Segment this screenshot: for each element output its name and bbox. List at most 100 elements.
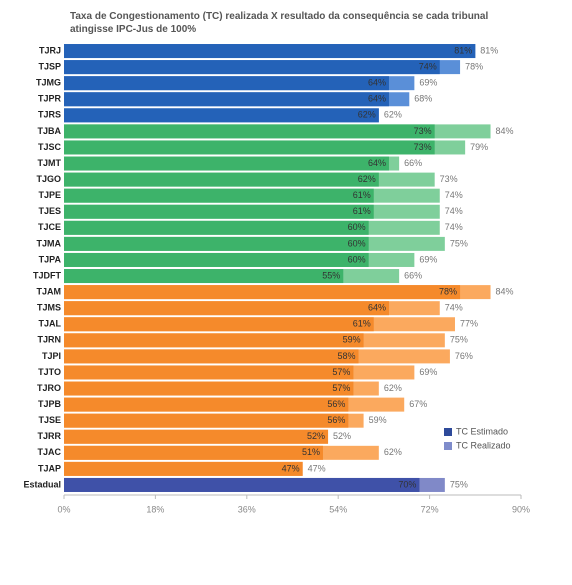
value-label-realizado: 69% xyxy=(419,78,437,88)
bar-estimado xyxy=(64,236,369,251)
bar-estimado xyxy=(64,140,435,155)
value-label-estimado: 58% xyxy=(337,351,355,361)
bar-estimado xyxy=(64,172,379,187)
value-label-estimado: 81% xyxy=(454,45,472,55)
value-label-realizado: 74% xyxy=(445,222,463,232)
y-tick-label: TJPB xyxy=(38,399,62,409)
bar-estimado xyxy=(64,156,389,171)
value-label-estimado: 70% xyxy=(398,479,416,489)
value-label-estimado: 52% xyxy=(307,431,325,441)
y-tick-label: TJRR xyxy=(37,431,61,441)
bar-estimado xyxy=(64,60,440,75)
bar-estimado xyxy=(64,252,369,267)
value-label-estimado: 57% xyxy=(332,383,350,393)
y-tick-label: TJMA xyxy=(37,238,62,248)
bar-estimado xyxy=(64,301,389,316)
value-label-estimado: 74% xyxy=(419,61,437,71)
bar-estimado xyxy=(64,188,374,203)
value-label-realizado: 75% xyxy=(450,479,468,489)
bar-estimado xyxy=(64,108,379,123)
legend-label: TC Realizado xyxy=(456,440,511,450)
y-tick-label: TJRS xyxy=(38,110,61,120)
bar-estimado xyxy=(64,220,369,235)
y-tick-label: TJMG xyxy=(36,78,61,88)
value-label-estimado: 73% xyxy=(414,126,432,136)
value-label-estimado: 55% xyxy=(322,270,340,280)
y-tick-label: TJPR xyxy=(38,94,62,104)
y-tick-label: TJBA xyxy=(37,126,61,136)
bar-estimado xyxy=(64,445,323,460)
y-tick-label: TJES xyxy=(38,206,61,216)
y-tick-label: TJTO xyxy=(38,367,61,377)
value-label-estimado: 62% xyxy=(358,110,376,120)
bar-estimado xyxy=(64,333,364,348)
value-label-estimado: 62% xyxy=(358,174,376,184)
y-tick-label: TJCE xyxy=(38,222,61,232)
value-label-estimado: 56% xyxy=(327,399,345,409)
bar-estimado xyxy=(64,204,374,219)
value-label-estimado: 64% xyxy=(368,158,386,168)
y-tick-label: TJPE xyxy=(38,190,61,200)
y-tick-label: TJRJ xyxy=(39,45,61,55)
x-tick-label: 18% xyxy=(146,504,164,514)
value-label-realizado: 81% xyxy=(480,45,498,55)
bar-estimado xyxy=(64,429,329,444)
value-label-estimado: 60% xyxy=(348,254,366,264)
bar-estimado xyxy=(64,381,354,396)
value-label-realizado: 68% xyxy=(414,94,432,104)
value-label-estimado: 64% xyxy=(368,78,386,88)
value-label-realizado: 75% xyxy=(450,238,468,248)
value-label-estimado: 56% xyxy=(327,415,345,425)
value-label-estimado: 73% xyxy=(414,142,432,152)
bar-estimado xyxy=(64,461,303,476)
y-tick-label: TJMT xyxy=(38,158,62,168)
x-tick-label: 72% xyxy=(421,504,439,514)
x-tick-label: 0% xyxy=(57,504,70,514)
value-label-estimado: 60% xyxy=(348,238,366,248)
value-label-realizado: 62% xyxy=(384,383,402,393)
y-tick-label: TJRO xyxy=(37,383,61,393)
value-label-realizado: 77% xyxy=(460,319,478,329)
y-tick-label: TJGO xyxy=(36,174,61,184)
chart-title: Taxa de Congestionamento (TC) realizada … xyxy=(70,11,489,35)
y-tick-label: TJSE xyxy=(38,415,61,425)
value-label-realizado: 62% xyxy=(384,110,402,120)
value-label-realizado: 52% xyxy=(333,431,351,441)
value-label-estimado: 51% xyxy=(302,447,320,457)
y-tick-label: TJAC xyxy=(37,447,61,457)
value-label-estimado: 57% xyxy=(332,367,350,377)
x-tick-label: 54% xyxy=(329,504,347,514)
bar-estimado xyxy=(64,44,476,59)
value-label-realizado: 73% xyxy=(440,174,458,184)
bar-estimado xyxy=(64,124,435,139)
bar-estimado xyxy=(64,413,349,428)
value-label-realizado: 47% xyxy=(308,463,326,473)
y-tick-label: TJAL xyxy=(39,319,62,329)
value-label-realizado: 78% xyxy=(465,61,483,71)
value-label-realizado: 75% xyxy=(450,335,468,345)
value-label-realizado: 69% xyxy=(419,254,437,264)
x-tick-label: 36% xyxy=(238,504,256,514)
y-tick-label: Estadual xyxy=(23,479,61,489)
value-label-realizado: 66% xyxy=(404,270,422,280)
value-label-realizado: 84% xyxy=(496,286,514,296)
bar-estimado xyxy=(64,349,359,364)
y-tick-label: TJAM xyxy=(37,286,62,296)
value-label-realizado: 67% xyxy=(409,399,427,409)
value-label-realizado: 62% xyxy=(384,447,402,457)
y-tick-label: TJDFT xyxy=(33,270,62,280)
bar-estimado xyxy=(64,269,344,284)
value-label-realizado: 84% xyxy=(496,126,514,136)
y-tick-label: TJRN xyxy=(37,335,61,345)
value-label-realizado: 79% xyxy=(470,142,488,152)
value-label-realizado: 69% xyxy=(419,367,437,377)
value-label-estimado: 61% xyxy=(353,190,371,200)
value-label-estimado: 64% xyxy=(368,303,386,313)
bar-estimado xyxy=(64,397,349,412)
legend-label: TC Estimado xyxy=(456,426,508,436)
bar-estimado xyxy=(64,477,420,492)
bar-estimado xyxy=(64,317,374,332)
value-label-realizado: 74% xyxy=(445,190,463,200)
legend-swatch xyxy=(444,428,452,436)
